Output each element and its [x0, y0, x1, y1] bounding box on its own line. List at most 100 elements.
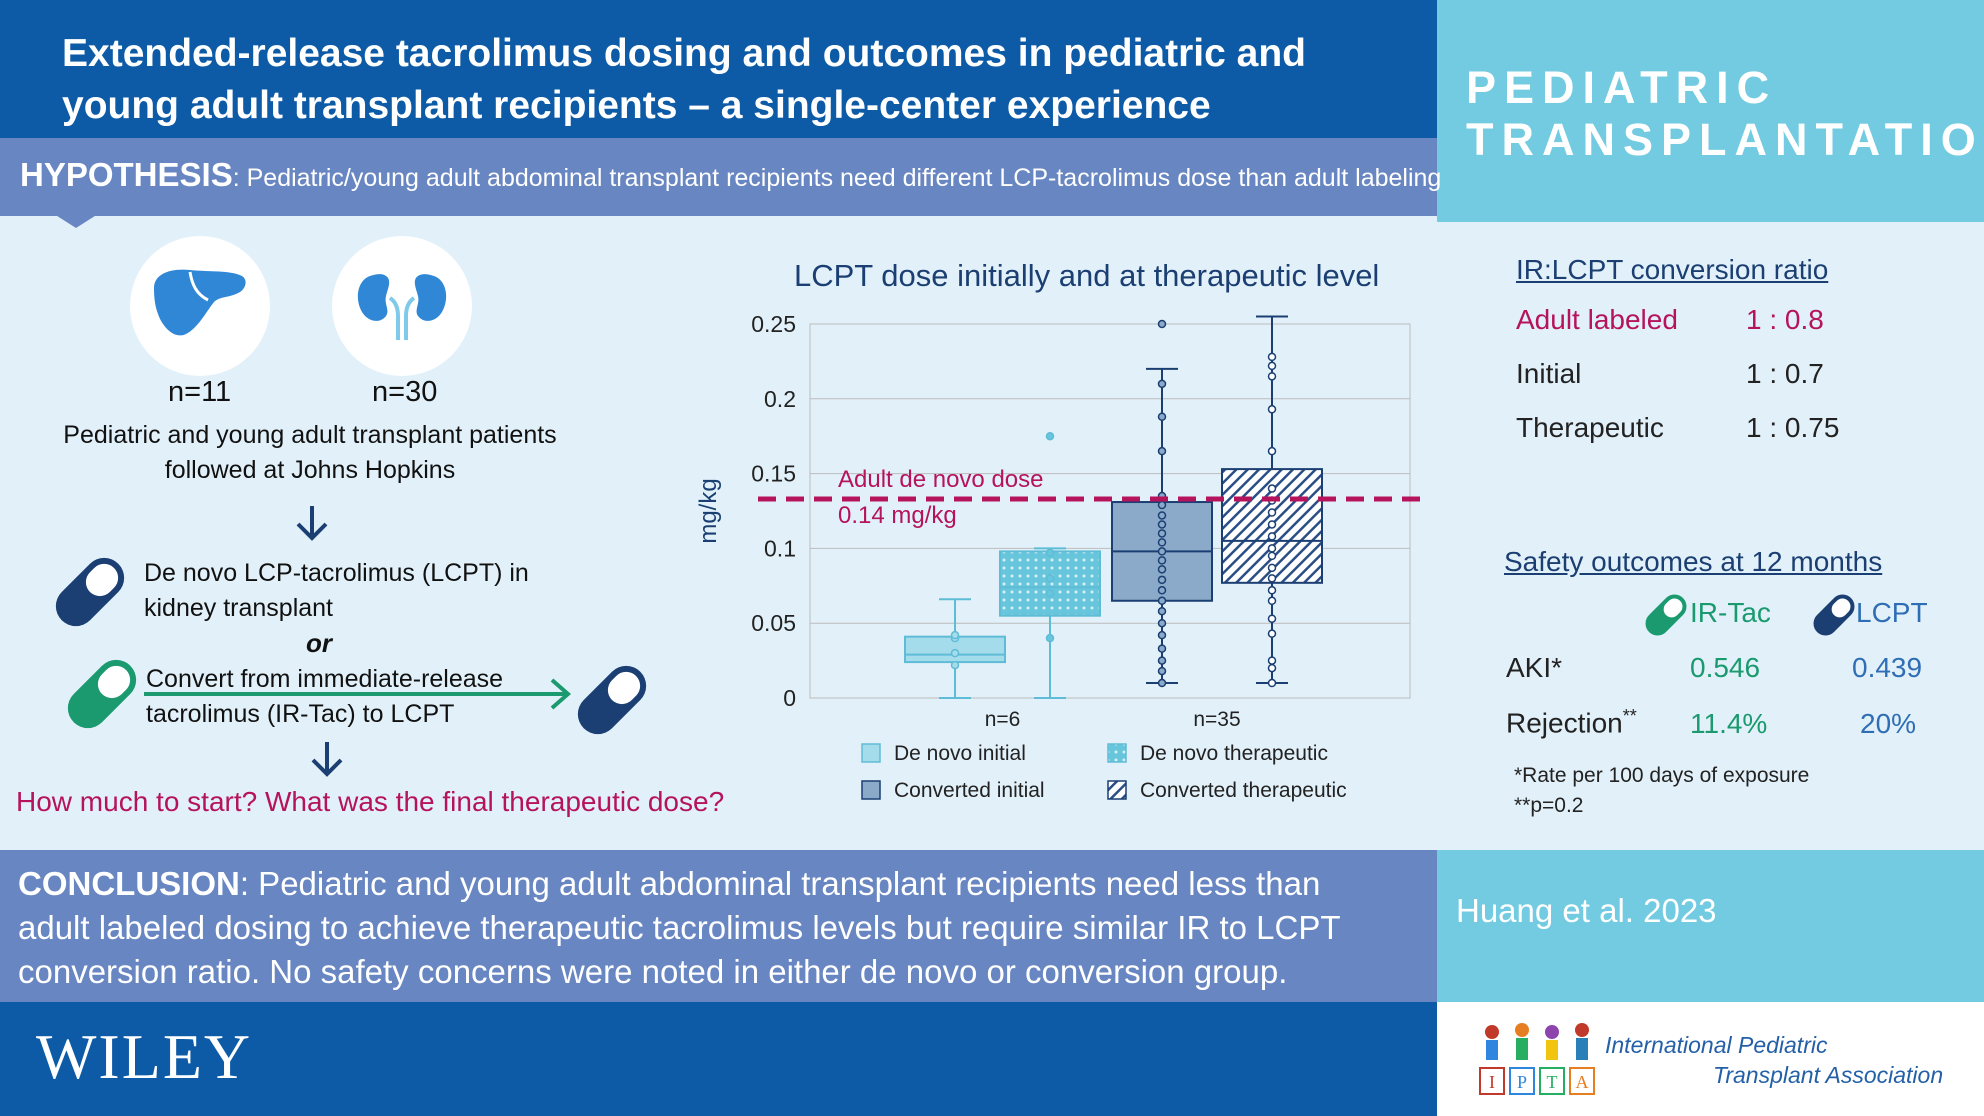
irtac-pill-icon-small [1645, 594, 1687, 636]
y-tick-label: 0.1 [764, 535, 796, 561]
patients-text: Pediatric and young adult transplant pat… [20, 418, 600, 488]
liver-circle [130, 236, 270, 376]
data-point [1157, 644, 1167, 653]
data-point [1157, 656, 1167, 665]
data-point [1267, 446, 1277, 456]
data-point [1267, 574, 1277, 583]
hypothesis-label: HYPOTHESIS [20, 156, 233, 193]
ratio-label: Therapeutic [1516, 412, 1664, 443]
irtac-pill-icon [67, 659, 137, 729]
journal-line-2: TRANSPLANTATION [1466, 114, 1984, 165]
data-point [1157, 547, 1167, 556]
kidney-count: n=30 [372, 376, 438, 408]
denovo-line-1: De novo LCP-tacrolimus (LCPT) in [144, 559, 529, 587]
conclusion: CONCLUSION: Pediatric and young adult ab… [18, 862, 1428, 994]
data-point [1267, 544, 1277, 553]
convert-text: Convert from immediate-release tacrolimu… [146, 662, 503, 732]
data-point [1157, 596, 1167, 606]
data-point [1267, 508, 1277, 517]
data-point [1157, 630, 1167, 640]
kidney-icon [357, 274, 447, 340]
data-point [1267, 532, 1277, 541]
convert-line-1: Convert from immediate-release [146, 665, 504, 693]
reference-value-label: 0.14 mg/kg [838, 502, 957, 529]
denovo-text: De novo LCP-tacrolimus (LCPT) in kidney … [144, 556, 529, 626]
citation-panel [1437, 850, 1984, 1002]
data-point [1267, 352, 1277, 362]
data-point [1267, 614, 1277, 623]
ratio-label: Initial [1516, 358, 1582, 389]
conclusion-line-2: adult labeled dosing to achieve therapeu… [18, 909, 1341, 946]
hypothesis-text: : Pediatric/young adult abdominal transp… [232, 164, 1442, 192]
data-point [1157, 556, 1167, 565]
data-point [1157, 575, 1167, 585]
y-axis-label: mg/kg [695, 478, 722, 543]
legend-swatch [861, 780, 881, 800]
rejection-lcpt-value: 20% [1860, 708, 1917, 739]
box-de-novo-therapeutic [999, 550, 1101, 617]
reference-label: Adult de novo dose [838, 466, 1044, 493]
data-point [1267, 484, 1277, 493]
data-point [1157, 529, 1167, 538]
title-line-2: young adult transplant recipients – a si… [62, 84, 1211, 127]
aki-label: AKI* [1506, 652, 1563, 683]
data-point [1045, 548, 1055, 558]
conclusion-line-1: : Pediatric and young adult abdominal tr… [239, 865, 1321, 902]
data-point [1267, 586, 1277, 595]
data-point [1157, 538, 1167, 547]
data-point [1267, 663, 1277, 673]
rejection-text: Rejection [1506, 707, 1623, 739]
liver-icon [154, 269, 246, 336]
y-tick-label: 0.05 [751, 610, 796, 636]
ratio-row-initial: Initial 1 : 0.7 [1516, 358, 1936, 412]
legend-label: De novo initial [894, 742, 1026, 765]
data-point [1157, 618, 1167, 628]
title-bar [0, 0, 1437, 138]
or-text: or [306, 628, 332, 658]
lcpt-pill-icon [55, 557, 125, 627]
data-point [950, 660, 960, 670]
group-label: n=35 [1193, 708, 1240, 731]
ratio-heading: IR:LCPT conversion ratio [1516, 254, 1829, 285]
logo-letter-t: T [1547, 1072, 1558, 1092]
y-tick-label: 0.25 [751, 311, 796, 337]
data-point [1267, 551, 1277, 561]
y-tick-label: 0.2 [764, 386, 796, 412]
rejection-sup: ** [1622, 706, 1637, 726]
convert-arrow-icon [144, 678, 572, 710]
hypothesis-bar [0, 138, 1437, 216]
data-point [1045, 431, 1055, 441]
conclusion-bar [0, 850, 1437, 1002]
data-point [1157, 678, 1167, 688]
ipta-logo-icon: I P T A [1479, 1023, 1595, 1095]
data-point [1157, 500, 1167, 510]
conclusion-label: CONCLUSION [18, 865, 240, 902]
kidney-circle [332, 236, 472, 376]
arrow-down-icon [296, 506, 328, 541]
rejection-irtac-value: 11.4% [1690, 708, 1768, 739]
journal-line-1: PEDIATRIC [1466, 62, 1778, 113]
aki-lcpt-value: 0.439 [1852, 652, 1923, 683]
ratio-value: 1 : 0.7 [1746, 358, 1824, 389]
legend-swatch [1107, 780, 1127, 800]
arrow-down-icon-2 [311, 742, 343, 777]
data-point [1157, 520, 1167, 529]
wiley-logo: WILEY [36, 1021, 253, 1092]
publisher-bar [0, 1002, 1437, 1116]
data-point [1157, 379, 1167, 389]
rejection-label: Rejection** [1506, 706, 1637, 739]
citation: Huang et al. 2023 [1456, 892, 1717, 929]
safety-col-lcpt: LCPT [1856, 597, 1928, 628]
data-point [1045, 574, 1055, 583]
data-point [1157, 666, 1167, 676]
data-point [1267, 405, 1277, 414]
conclusion-line-3: conversion ratio. No safety concerns wer… [18, 953, 1288, 990]
data-point [1267, 596, 1277, 606]
flow-graphics [55, 506, 647, 777]
convert-line-2: tacrolimus (IR-Tac) to LCPT [146, 700, 455, 728]
safety-note-1: *Rate per 100 days of exposure [1514, 764, 1810, 787]
data-point [950, 630, 960, 640]
patients-line-1: Pediatric and young adult transplant pat… [63, 421, 557, 449]
journal-name: PEDIATRIC TRANSPLANTATION [1466, 62, 1984, 166]
data-point [1045, 633, 1055, 643]
